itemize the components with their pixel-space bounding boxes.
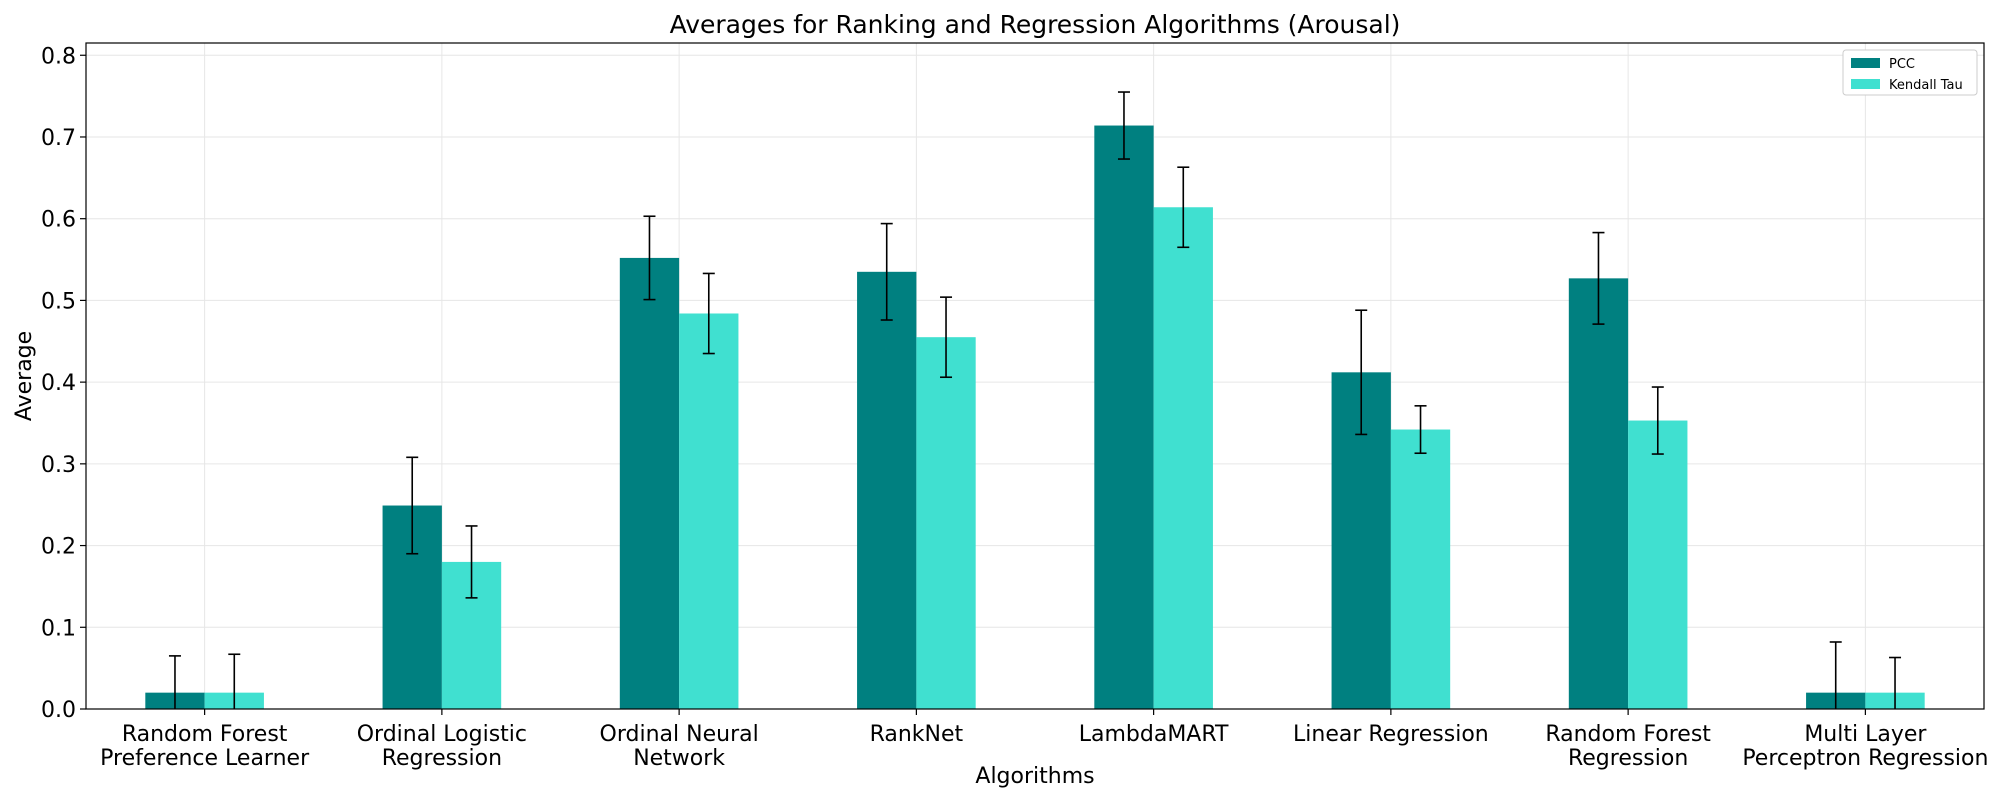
x-tick-label-line: Ordinal Neural <box>600 722 759 747</box>
x-tick-label: RankNet <box>870 722 964 747</box>
plot-frame <box>85 42 1985 710</box>
x-tick-label-line: RankNet <box>870 722 964 747</box>
legend-label: PCC <box>1889 57 1915 72</box>
bars <box>145 125 1925 710</box>
legend-swatch <box>1851 58 1880 68</box>
bar-kendall-tau <box>1153 207 1213 710</box>
bar-kendall-tau <box>1628 420 1688 709</box>
x-tick-label: Random Forest Preference Learner <box>100 722 310 771</box>
x-tick-label-line: Perceptron Regression <box>1742 746 1988 771</box>
bar-kendall-tau <box>679 313 739 709</box>
y-tick-label: 0.4 <box>41 371 76 396</box>
bar-kendall-tau <box>1390 429 1451 709</box>
legend-swatch <box>1851 79 1880 89</box>
x-tick-label-line: Multi Layer <box>1804 722 1927 747</box>
x-tick-label-line: Random Forest <box>122 722 288 747</box>
bar-pcc <box>619 257 680 709</box>
x-tick-label-line: Preference Learner <box>100 746 310 771</box>
x-tick-label: Multi Layer Perceptron Regression <box>1742 722 1988 771</box>
y-tick-label: 0.6 <box>41 208 76 233</box>
y-ticks: 0.0 0.1 0.2 0.3 0.4 0.5 0.6 0.7 0.8 <box>41 44 86 723</box>
x-tick-label-line: Network <box>633 746 725 771</box>
y-tick-label: 0.5 <box>41 289 76 314</box>
x-tick-label: Ordinal Logistic Regression <box>357 722 527 771</box>
x-axis-title: Algorithms <box>975 764 1094 789</box>
y-tick-label: 0.1 <box>41 616 76 641</box>
y-tick-label: 0.8 <box>41 44 76 69</box>
x-tick-label: Ordinal Neural Network <box>600 722 759 771</box>
y-tick-label: 0.2 <box>41 535 76 560</box>
x-tick-label-line: Linear Regression <box>1293 722 1489 747</box>
grid <box>86 43 1984 710</box>
chart-title: Averages for Ranking and Regression Algo… <box>670 10 1401 39</box>
y-tick-label: 0.7 <box>41 126 76 151</box>
y-axis-title: Average <box>12 331 37 421</box>
x-tick-label: LambdaMART <box>1079 722 1229 747</box>
y-tick-label: 0.3 <box>41 453 76 478</box>
x-tick-label-line: Regression <box>1568 746 1688 771</box>
y-tick-label: 0.0 <box>41 698 76 723</box>
x-tick-label-line: Random Forest <box>1545 722 1711 747</box>
x-tick-label: Linear Regression <box>1293 722 1489 747</box>
error-bars <box>168 91 1902 709</box>
bar-pcc <box>1568 278 1629 709</box>
x-tick-label: Random Forest Regression <box>1545 722 1711 771</box>
bar-pcc <box>1094 125 1154 709</box>
bar-pcc <box>857 271 917 709</box>
legend-label: Kendall Tau <box>1889 78 1963 93</box>
x-tick-label-line: Regression <box>382 746 502 771</box>
bar-kendall-tau <box>916 337 976 709</box>
x-tick-label-line: Ordinal Logistic <box>357 722 527 747</box>
legend: PCC Kendall Tau <box>1842 49 1978 96</box>
x-tick-label-line: LambdaMART <box>1079 722 1229 747</box>
